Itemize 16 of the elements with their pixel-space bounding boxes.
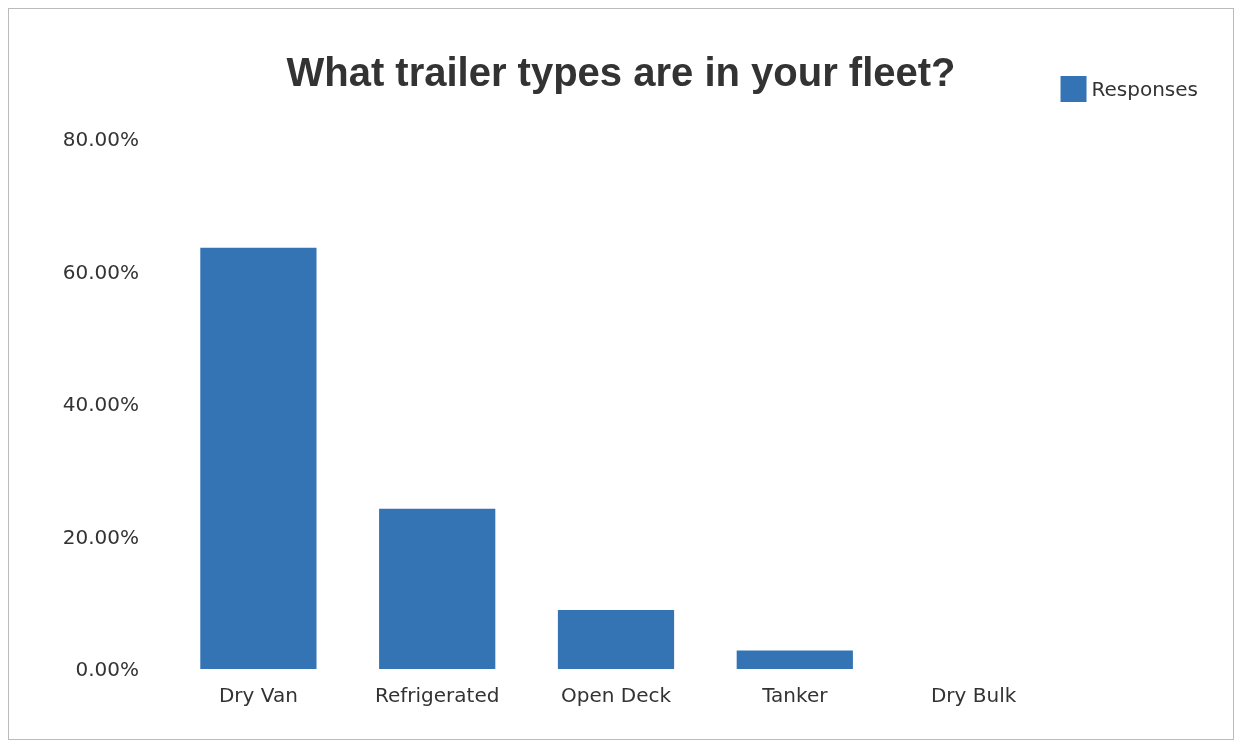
x-tick-label: Refrigerated xyxy=(374,683,500,707)
y-tick-label: 60.00% xyxy=(62,259,139,284)
y-tick-label: 20.00% xyxy=(62,524,139,549)
x-tick-label: Dry Bulk xyxy=(930,683,1017,707)
bar xyxy=(379,508,496,669)
bar xyxy=(736,650,853,669)
y-tick-label: 80.00% xyxy=(62,127,139,151)
x-tick-label: Tanker xyxy=(761,683,829,707)
x-tick-label: Open Deck xyxy=(560,683,672,707)
bar xyxy=(557,610,675,669)
y-tick-label: 40.00% xyxy=(62,392,139,416)
y-tick-label: 0.00% xyxy=(75,657,139,681)
legend-label: Responses xyxy=(1091,77,1199,101)
x-tick-label: Dry Van xyxy=(218,683,298,707)
bar xyxy=(200,247,317,669)
chart-title: What trailer types are in your fleet? xyxy=(286,50,956,94)
